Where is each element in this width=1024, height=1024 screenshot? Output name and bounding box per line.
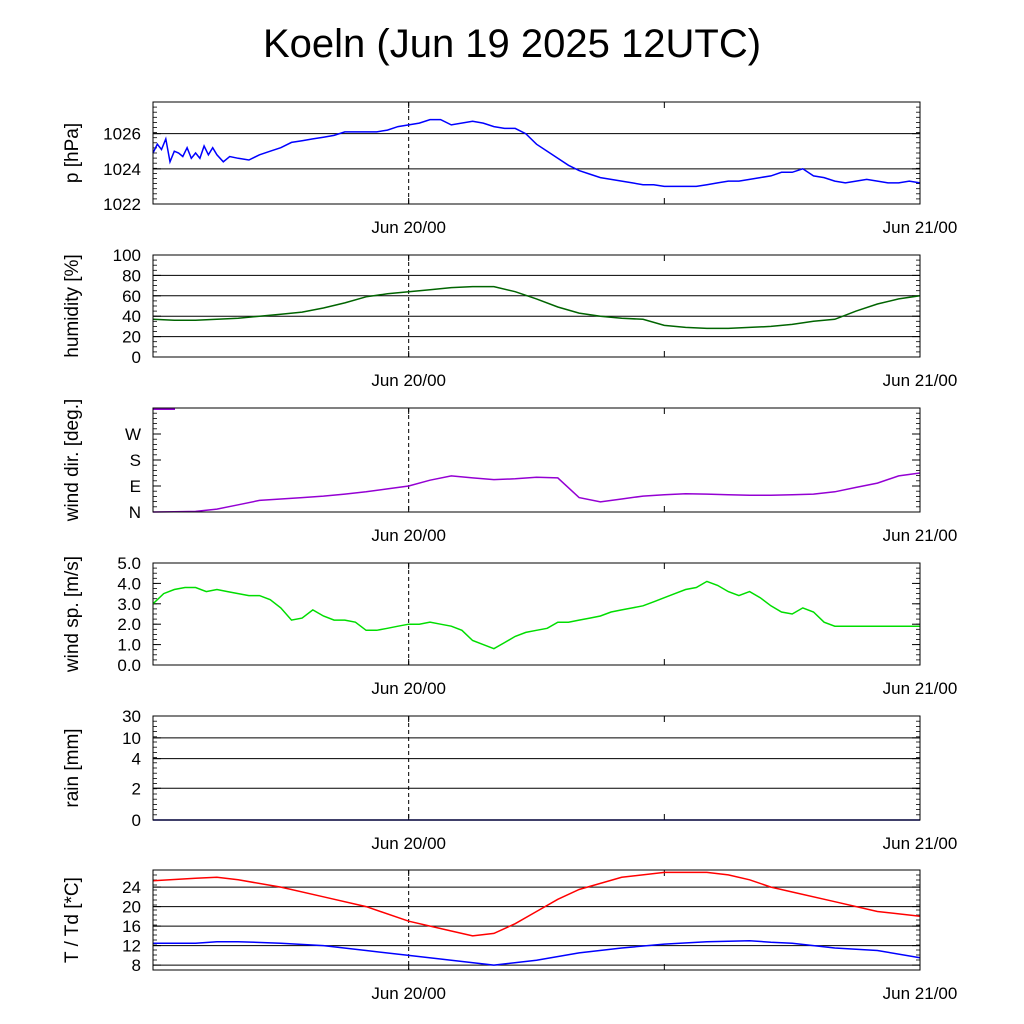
wind_dir-ytick-label: W [125, 425, 141, 444]
temperature-ytick-label: 12 [122, 937, 141, 956]
wind_speed-xtick-label: Jun 21/00 [883, 679, 958, 698]
temperature-series-line-0 [152, 871, 921, 937]
humidity-ytick-label: 100 [113, 246, 141, 265]
wind_speed-series-line-0 [152, 580, 920, 650]
wind_speed-ytick-label: 0.0 [117, 656, 141, 675]
temperature-ytick-label: 24 [122, 878, 141, 897]
wind_dir-ytick-label: S [130, 451, 141, 470]
pressure-ytick-label: 1022 [103, 195, 141, 214]
temperature-ytick-label: 16 [122, 917, 141, 936]
wind_dir-ylabel: wind dir. [deg.] [62, 399, 83, 523]
humidity-series-line-0 [152, 285, 921, 330]
wind_speed-ytick-label: 5.0 [117, 554, 141, 573]
wind_speed-frame [152, 562, 921, 666]
wind_speed-ytick-label: 2.0 [117, 615, 141, 634]
rain-xtick-label: Jun 20/00 [371, 834, 446, 853]
humidity-frame [152, 254, 921, 358]
rain-ytick-label: 10 [122, 729, 141, 748]
humidity-ytick-label: 80 [122, 266, 141, 285]
rain-ytick-label: 4 [132, 750, 141, 769]
rain-ylabel: rain [mm] [62, 728, 83, 807]
temperature-ytick-label: 8 [132, 956, 141, 975]
wind_dir-xtick-label: Jun 21/00 [883, 526, 958, 545]
pressure-ytick-label: 1024 [103, 160, 141, 179]
chart-title: Koeln (Jun 19 2025 12UTC) [262, 22, 762, 66]
rain-ytick-label: 30 [122, 707, 141, 726]
humidity-ylabel: humidity [%] [62, 254, 83, 357]
humidity-ytick-label: 20 [122, 328, 141, 347]
rain-ytick-label: 0 [132, 811, 141, 830]
wind_dir-ytick-label: N [129, 503, 141, 522]
wind_speed-ytick-label: 3.0 [117, 595, 141, 614]
wind_speed-ytick-label: 4.0 [117, 574, 141, 593]
humidity-ytick-label: 60 [122, 287, 141, 306]
wind_dir-xtick-label: Jun 20/00 [371, 526, 446, 545]
wind_dir-series-line-0 [152, 472, 921, 513]
pressure-xtick-label: Jun 20/00 [371, 218, 446, 237]
rain-frame [152, 715, 921, 821]
temperature-ytick-label: 20 [122, 898, 141, 917]
temperature-ylabel: T / Td [*C] [62, 877, 83, 963]
temperature-xtick-label: Jun 21/00 [883, 984, 958, 1003]
rain-ytick-label: 2 [132, 779, 141, 798]
wind_dir-frame [152, 407, 921, 513]
pressure-series-line-0 [152, 118, 921, 188]
pressure-ylabel: p [hPa] [62, 123, 83, 183]
humidity-xtick-label: Jun 21/00 [883, 371, 958, 390]
humidity-ytick-label: 0 [132, 348, 141, 367]
temperature-frame [152, 869, 921, 971]
humidity-xtick-label: Jun 20/00 [371, 371, 446, 390]
wind_speed-xtick-label: Jun 20/00 [371, 679, 446, 698]
wind_speed-ylabel: wind sp. [m/s] [62, 556, 83, 673]
temperature-series-line-1 [153, 939, 921, 966]
wind_dir-ytick-label: E [130, 477, 141, 496]
wind_speed-ytick-label: 1.0 [117, 636, 141, 655]
pressure-frame [152, 101, 921, 205]
rain-xtick-label: Jun 21/00 [883, 834, 958, 853]
pressure-ytick-label: 1026 [103, 125, 141, 144]
temperature-xtick-label: Jun 20/00 [371, 984, 446, 1003]
humidity-ytick-label: 40 [122, 307, 141, 326]
pressure-xtick-label: Jun 21/00 [883, 218, 958, 237]
